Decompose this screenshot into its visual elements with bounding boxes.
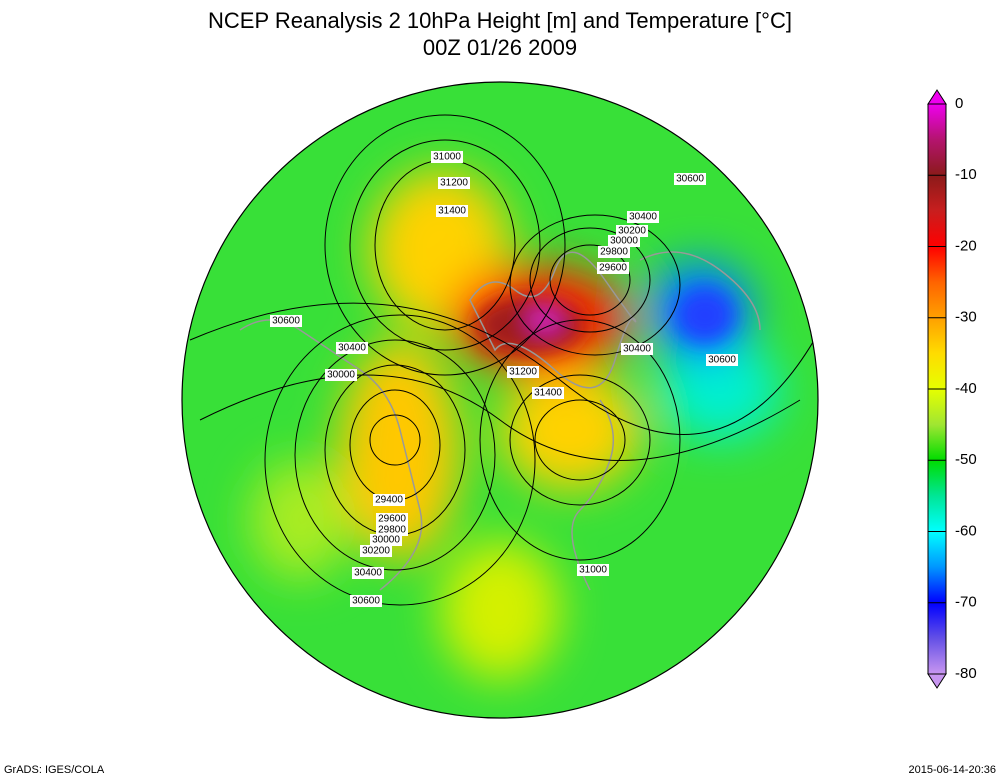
contour-label-bg [336, 342, 368, 354]
contour-label: 29600 [599, 263, 627, 274]
contour-label: 30200 [618, 226, 646, 237]
contour-label: 31400 [534, 388, 562, 399]
contour-label: 30600 [676, 174, 704, 185]
contour-label-bg [608, 235, 640, 247]
contour-label: 30000 [610, 236, 638, 247]
colorbar-tick-label: -50 [955, 451, 977, 468]
contour-label-bg [436, 205, 468, 217]
contour-label-bg [360, 545, 392, 557]
contour-label-bg [350, 595, 382, 607]
contour-label-bg [438, 177, 470, 189]
map-border [181, 81, 819, 719]
title: NCEP Reanalysis 2 10hPa Height [m] and T… [208, 8, 792, 33]
contour-label-bg [577, 564, 609, 576]
contour-label-bg [325, 369, 357, 381]
colorbar-tick-label: -30 [955, 309, 977, 326]
colorbar-bottom-arrow [927, 673, 947, 689]
contour-label: 30400 [338, 343, 366, 354]
colorbar-tick-label: -40 [955, 380, 977, 397]
contour-label-bg [597, 262, 629, 274]
contour-label: 30400 [354, 568, 382, 579]
contour-label-bg [507, 366, 539, 378]
contour-label: 30000 [327, 370, 355, 381]
temperature-field [182, 82, 818, 718]
colorbar-tick-label: -10 [955, 166, 977, 183]
subtitle: 00Z 01/26 2009 [423, 35, 577, 60]
contour-label-bg [376, 513, 408, 525]
colorbar-tick-label: -60 [955, 522, 977, 539]
contour-label-bg [706, 354, 738, 366]
contour-label-bg [370, 534, 402, 546]
colorbar-tick-label: -70 [955, 594, 977, 611]
contour-label-bg [352, 567, 384, 579]
contour-label: 30000 [372, 535, 400, 546]
footer-right: 2015-06-14-20:36 [909, 764, 996, 776]
contour-label: 31400 [438, 206, 466, 217]
contour-label-bg [373, 494, 405, 506]
contour-label-bg [532, 387, 564, 399]
contour-label: 29800 [600, 247, 628, 258]
contour-label-bg [674, 173, 706, 185]
contour-label-bg [431, 151, 463, 163]
contour-label-bg [627, 211, 659, 223]
contour-label: 31000 [579, 565, 607, 576]
colorbar-tick-label: -20 [955, 237, 977, 254]
contour-label-bg [376, 524, 408, 536]
contour-label: 31000 [433, 152, 461, 163]
contour-label: 29600 [378, 514, 406, 525]
contour-label: 30600 [272, 316, 300, 327]
colorbar-top-arrow [927, 89, 947, 105]
colorbar-tick-label: 0 [955, 95, 963, 112]
contour-label-bg [621, 343, 653, 355]
contour-label: 29800 [378, 525, 406, 536]
footer-left: GrADS: IGES/COLA [4, 764, 105, 776]
contour-label: 30600 [352, 596, 380, 607]
contour-label: 31200 [440, 178, 468, 189]
contour-label-bg [270, 315, 302, 327]
contour-label: 30400 [623, 344, 651, 355]
contour-label: 29400 [375, 495, 403, 506]
contour-label: 31200 [509, 367, 537, 378]
contour-label: 30200 [362, 546, 390, 557]
colorbar-tick-label: -80 [955, 665, 977, 682]
contour-label-bg [616, 225, 648, 237]
contour-label: 30400 [629, 212, 657, 223]
contour-label-bg [598, 246, 630, 258]
contour-label: 30600 [708, 355, 736, 366]
